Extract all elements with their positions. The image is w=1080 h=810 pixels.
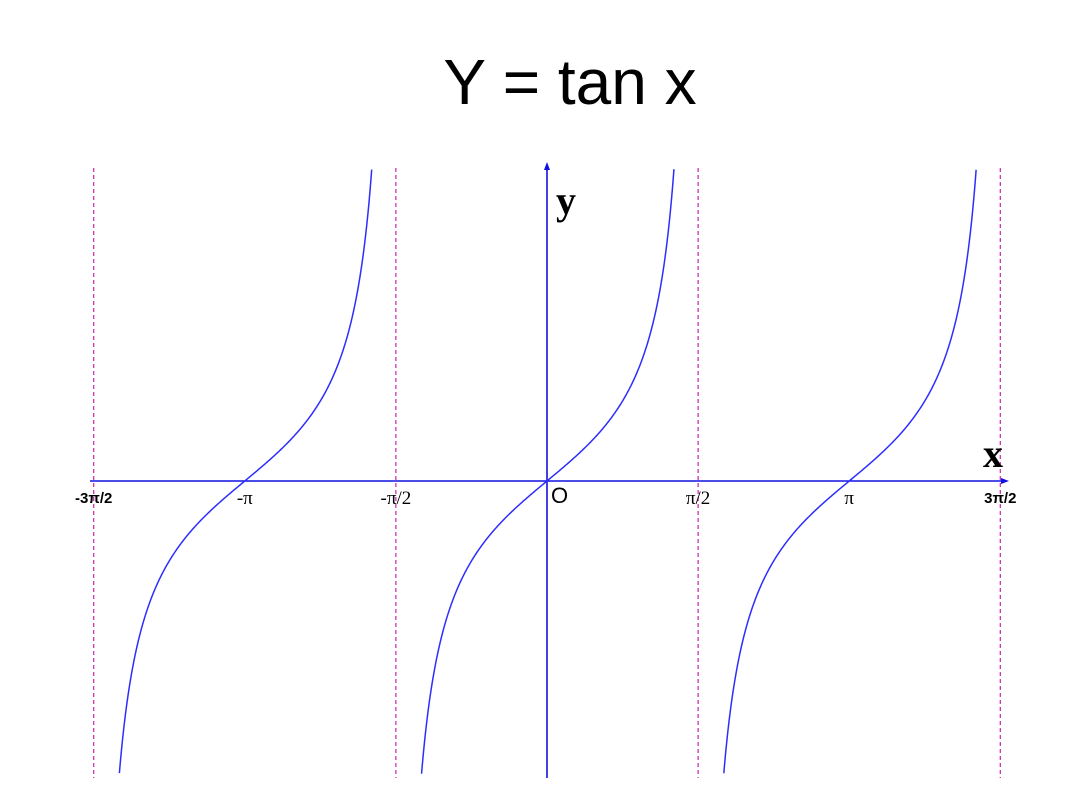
x-tick-label: -π	[237, 488, 253, 509]
x-tick-label: 3π/2	[984, 490, 1016, 507]
asymptote-lines	[93, 168, 1001, 778]
tan-branch-1	[118, 169, 373, 774]
tan-branch-2	[420, 169, 675, 774]
x-tick-label: π	[844, 488, 854, 509]
page-title: Y = tan x	[443, 46, 697, 118]
y-axis-label: y	[556, 178, 576, 223]
axes	[90, 162, 1009, 778]
origin-label: O	[551, 483, 568, 508]
tan-curves	[118, 169, 977, 774]
x-tick-labels: -3π/2 -π -π/2 π/2 π 3π/2	[75, 488, 1016, 509]
x-tick-label: -π/2	[381, 488, 412, 509]
x-axis-arrow-icon	[1001, 478, 1009, 484]
x-tick-label: -3π/2	[75, 490, 112, 507]
y-axis-arrow-icon	[544, 162, 550, 170]
x-axis-label: x	[983, 431, 1003, 476]
x-tick-label: π/2	[686, 488, 710, 509]
tan-branch-3	[723, 169, 977, 774]
